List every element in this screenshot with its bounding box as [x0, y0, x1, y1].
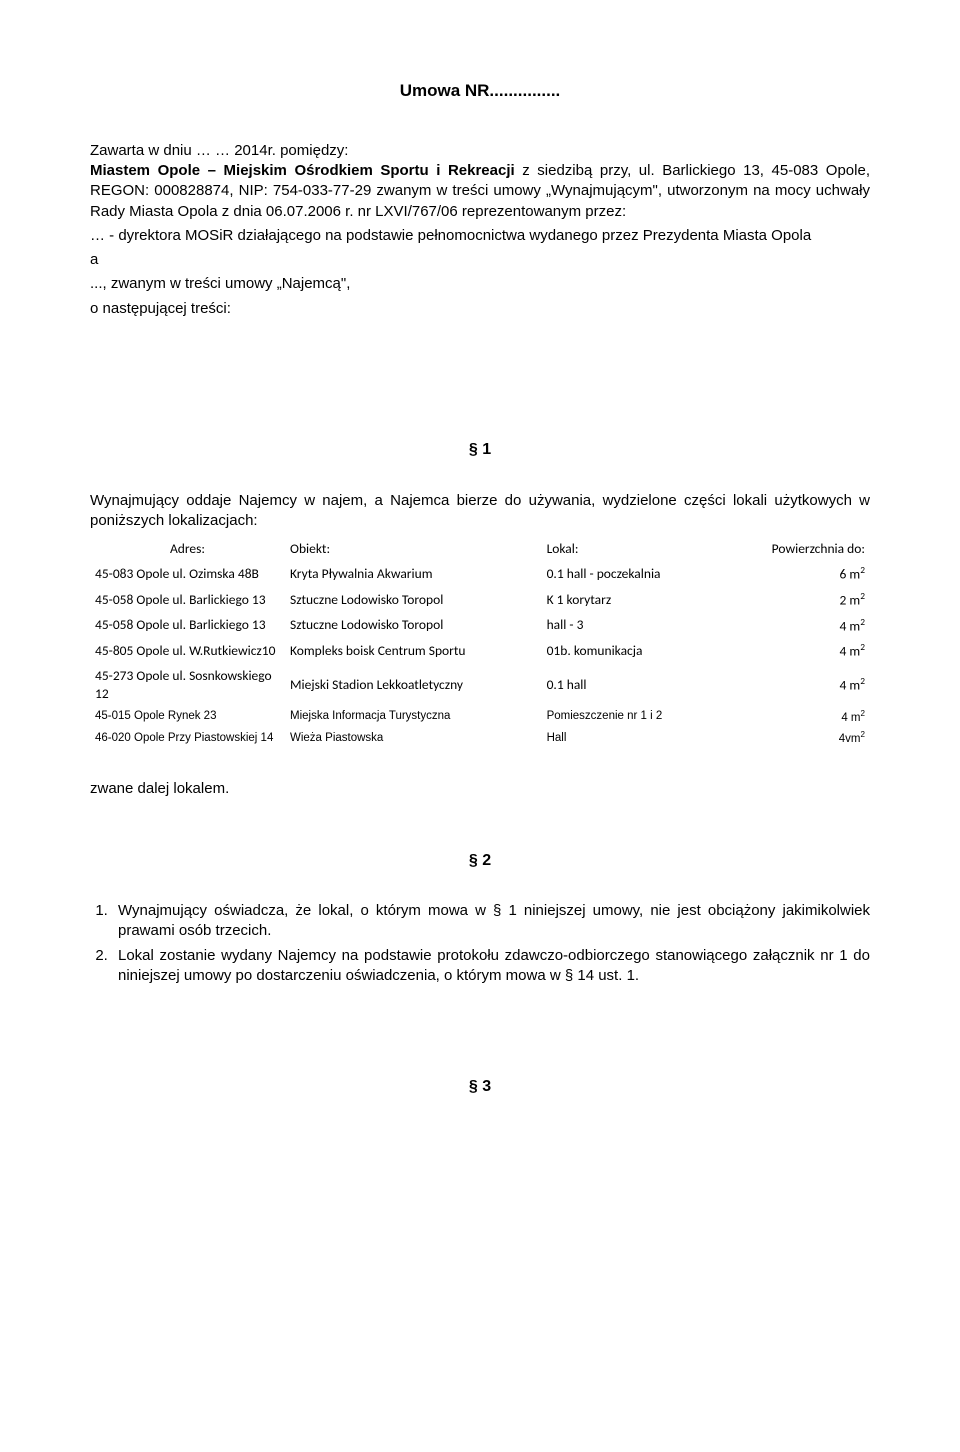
- intro-line-1a: Zawarta w dniu … … 2014r. pomiędzy:: [90, 142, 348, 159]
- cell-object: Miejski Stadion Lekkoatletyczny: [285, 664, 542, 706]
- cell-object: Sztuczne Lodowisko Toropol: [285, 587, 542, 613]
- th-address: Adres:: [90, 537, 285, 561]
- cell-area: 4 m2: [716, 613, 870, 639]
- section-2-list: Wynajmujący oświadcza, że lokal, o który…: [90, 901, 870, 986]
- cell-object: Miejska Informacja Turystyczna: [285, 707, 542, 728]
- table-row: 45-058 Opole ul. Barlickiego 13Sztuczne …: [90, 613, 870, 639]
- cell-area: 4 m2: [716, 638, 870, 664]
- premises-table: Adres: Obiekt: Lokal: Powierzchnia do: 4…: [90, 537, 870, 749]
- table-row: 46-020 Opole Przy Piastowskiej 14Wieża P…: [90, 728, 870, 749]
- cell-local: hall - 3: [542, 613, 716, 639]
- cell-area: 6 m2: [716, 561, 870, 587]
- th-local: Lokal:: [542, 537, 716, 561]
- cell-area: 4 m2: [716, 707, 870, 728]
- cell-local: 01b. komunikacja: [542, 638, 716, 664]
- cell-area: 2 m2: [716, 587, 870, 613]
- section-1-text: Wynajmujący oddaje Najemcy w najem, a Na…: [90, 491, 870, 532]
- table-row: 45-083 Opole ul. Ozimska 48BKryta Pływal…: [90, 561, 870, 587]
- intro-closing: o następującej treści:: [90, 299, 870, 319]
- intro-director: … - dyrektora MOSiR działającego na pods…: [90, 226, 870, 246]
- cell-local: Pomieszczenie nr 1 i 2: [542, 707, 716, 728]
- cell-object: Sztuczne Lodowisko Toropol: [285, 613, 542, 639]
- cell-local: 0.1 hall - poczekalnia: [542, 561, 716, 587]
- cell-area: 4vm2: [716, 728, 870, 749]
- intro-a: a: [90, 250, 870, 270]
- section-1-after: zwane dalej lokalem.: [90, 779, 870, 799]
- table-row: 45-058 Opole ul. Barlickiego 13Sztuczne …: [90, 587, 870, 613]
- cell-object: Kryta Pływalnia Akwarium: [285, 561, 542, 587]
- section-3-num: § 3: [90, 1076, 870, 1098]
- section-1-num: § 1: [90, 439, 870, 461]
- table-row: 45-805 Opole ul. W.Rutkiewicz10Kompleks …: [90, 638, 870, 664]
- list-item: Wynajmujący oświadcza, że lokal, o który…: [112, 901, 870, 942]
- cell-local: K 1 korytarz: [542, 587, 716, 613]
- table-row: 45-273 Opole ul. Sosnkowskiego 12Miejski…: [90, 664, 870, 706]
- list-item: Lokal zostanie wydany Najemcy na podstaw…: [112, 946, 870, 987]
- document-title: Umowa NR...............: [90, 80, 870, 103]
- cell-address: 45-083 Opole ul. Ozimska 48B: [90, 561, 285, 587]
- cell-address: 45-015 Opole Rynek 23: [90, 707, 285, 728]
- cell-local: Hall: [542, 728, 716, 749]
- th-area: Powierzchnia do:: [716, 537, 870, 561]
- intro-party-name: Miastem Opole – Miejskim Ośrodkiem Sport…: [90, 162, 515, 179]
- cell-local: 0.1 hall: [542, 664, 716, 706]
- intro-tenant: ..., zwanym w treści umowy „Najemcą",: [90, 274, 870, 294]
- cell-address: 45-805 Opole ul. W.Rutkiewicz10: [90, 638, 285, 664]
- section-2-num: § 2: [90, 850, 870, 872]
- table-row: 45-015 Opole Rynek 23Miejska Informacja …: [90, 707, 870, 728]
- cell-area: 4 m2: [716, 664, 870, 706]
- cell-object: Wieża Piastowska: [285, 728, 542, 749]
- cell-address: 46-020 Opole Przy Piastowskiej 14: [90, 728, 285, 749]
- cell-address: 45-273 Opole ul. Sosnkowskiego 12: [90, 664, 285, 706]
- cell-address: 45-058 Opole ul. Barlickiego 13: [90, 613, 285, 639]
- th-object: Obiekt:: [285, 537, 542, 561]
- cell-address: 45-058 Opole ul. Barlickiego 13: [90, 587, 285, 613]
- cell-object: Kompleks boisk Centrum Sportu: [285, 638, 542, 664]
- intro-block: Zawarta w dniu … … 2014r. pomiędzy: Mias…: [90, 141, 870, 222]
- table-header-row: Adres: Obiekt: Lokal: Powierzchnia do:: [90, 537, 870, 561]
